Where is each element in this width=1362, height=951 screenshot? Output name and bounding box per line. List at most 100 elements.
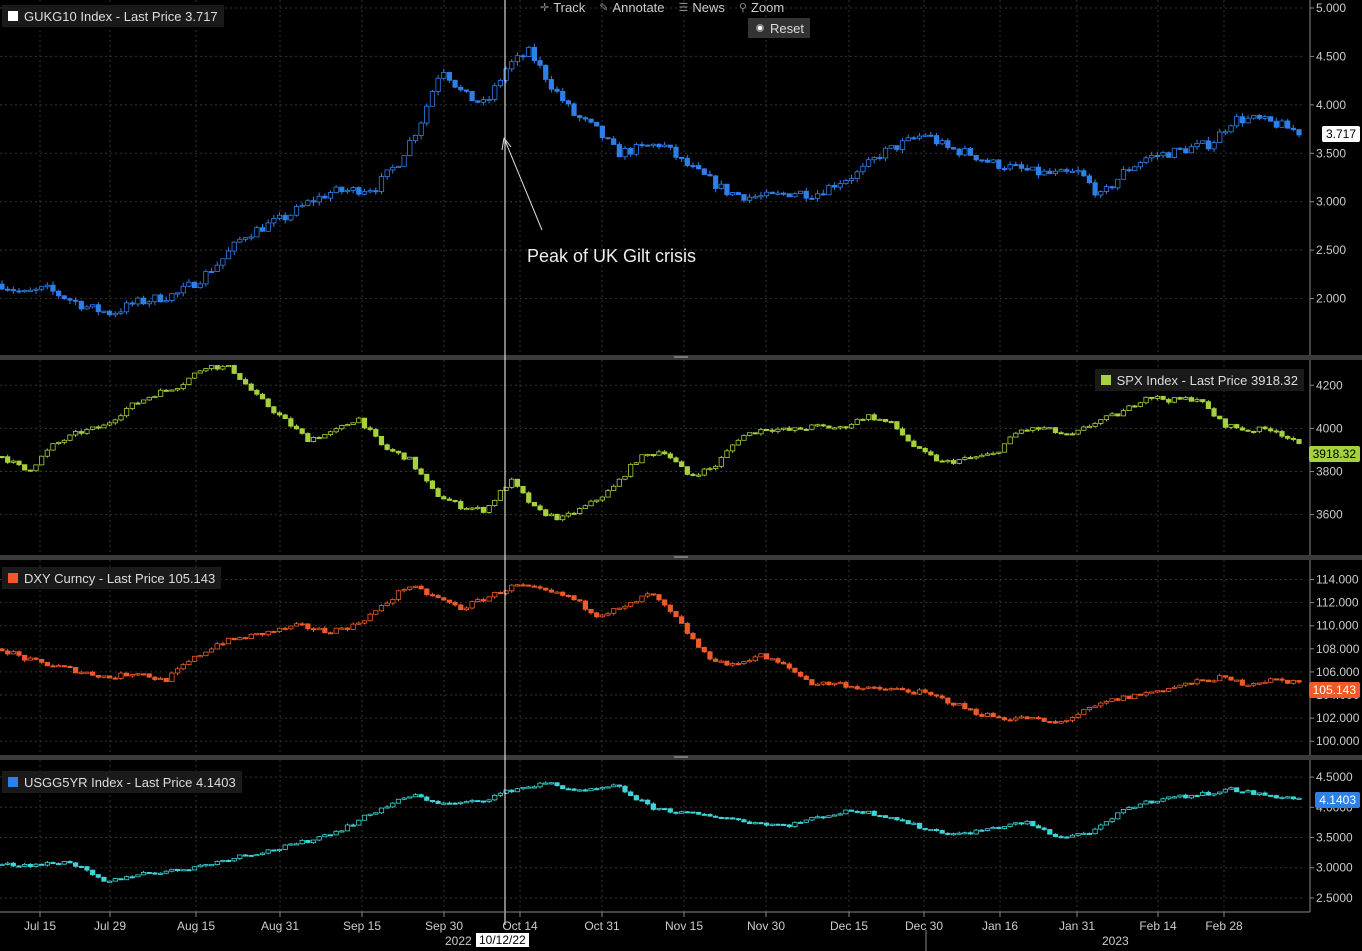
candle-body xyxy=(639,144,645,147)
candle-body xyxy=(56,442,62,445)
candle-body xyxy=(492,85,498,100)
candle-body xyxy=(792,667,798,673)
candle-body xyxy=(288,418,294,427)
ust-legend-swatch xyxy=(8,777,18,787)
candle-body xyxy=(390,449,396,452)
candle-body xyxy=(350,623,356,630)
candle-body xyxy=(503,486,509,491)
x-tick-label: Oct 14 xyxy=(502,919,538,933)
candle-body xyxy=(1052,427,1059,434)
news-button[interactable]: ☰ News xyxy=(679,0,725,15)
candle-body xyxy=(616,144,622,158)
candle-body xyxy=(390,166,396,171)
candle-body xyxy=(33,863,39,867)
candle-body xyxy=(1285,796,1291,799)
candle-body xyxy=(214,861,220,865)
y-tick-label: 3.0000 xyxy=(1316,861,1353,875)
candle-body xyxy=(112,419,118,424)
candle-body xyxy=(458,501,464,510)
candle-body xyxy=(146,673,152,678)
candle-body xyxy=(90,304,96,308)
candle-body xyxy=(1262,792,1268,796)
candle-body xyxy=(259,852,266,855)
candle-body xyxy=(1018,716,1025,719)
candle-body xyxy=(254,854,260,857)
candle-body xyxy=(361,417,368,429)
candle-body xyxy=(78,300,84,310)
candle-body xyxy=(1086,707,1093,711)
candle-body xyxy=(537,60,543,66)
candle-body xyxy=(73,862,79,867)
candle-body xyxy=(758,428,764,435)
candle-body xyxy=(316,627,322,631)
candle-body xyxy=(1013,822,1019,825)
candle-body xyxy=(407,456,413,460)
reset-button[interactable]: Reset xyxy=(748,18,810,38)
candle-body xyxy=(237,637,243,641)
candle-body xyxy=(101,876,107,882)
candle-body xyxy=(174,292,181,295)
candle-body xyxy=(582,600,588,610)
candle-body xyxy=(95,874,101,878)
candle-body xyxy=(939,460,945,463)
candle-body xyxy=(435,77,441,92)
candle-body xyxy=(441,597,447,601)
candle-body xyxy=(1205,401,1211,409)
candle-body xyxy=(1035,825,1042,829)
annotate-button[interactable]: ✎ Annotate xyxy=(599,0,664,15)
candle-body xyxy=(118,672,124,679)
candle-body xyxy=(650,803,656,810)
candle-body xyxy=(265,849,271,854)
candle-body xyxy=(582,789,588,792)
candle-body xyxy=(78,431,84,434)
candle-body xyxy=(718,457,724,467)
candle-body xyxy=(588,608,594,614)
candle-body xyxy=(605,612,611,616)
candle-body xyxy=(1013,164,1019,167)
candle-body xyxy=(214,264,220,272)
candle-body xyxy=(310,839,317,844)
candle-body xyxy=(112,677,118,680)
candle-body xyxy=(480,599,487,602)
candle-body xyxy=(645,144,651,147)
candle-body xyxy=(129,876,135,879)
candle-body xyxy=(1058,720,1064,724)
candle-body xyxy=(242,379,249,385)
candle-body xyxy=(877,419,883,422)
candle-body xyxy=(316,836,322,841)
candle-body xyxy=(1200,791,1206,796)
candle-body xyxy=(5,456,11,463)
candle-body xyxy=(622,148,628,158)
candle-body xyxy=(112,312,118,316)
track-button[interactable]: ✛ Track xyxy=(540,0,585,15)
candle-body xyxy=(10,862,16,867)
candle-body xyxy=(548,79,554,90)
candle-body xyxy=(1262,426,1268,430)
candle-body xyxy=(174,388,181,391)
candle-body xyxy=(1047,829,1053,835)
candle-body xyxy=(1245,117,1251,124)
candle-body xyxy=(741,434,747,441)
candle-body xyxy=(163,677,169,683)
candle-body xyxy=(956,148,962,156)
candle-body xyxy=(271,218,277,224)
candle-body xyxy=(707,174,713,177)
candle-body xyxy=(690,811,696,814)
candle-body xyxy=(769,191,775,195)
candle-body xyxy=(1092,182,1098,196)
candle-body xyxy=(152,294,158,303)
candle-body xyxy=(865,159,872,167)
candle-body xyxy=(611,784,617,788)
candle-body xyxy=(441,496,447,500)
candle-body xyxy=(90,671,96,676)
candle-body xyxy=(146,301,152,305)
candle-body xyxy=(826,681,832,686)
candle-body xyxy=(412,456,419,470)
candle-body xyxy=(124,672,130,677)
candle-body xyxy=(503,590,509,595)
candle-body xyxy=(928,451,934,456)
zoom-button[interactable]: ⚲ Zoom xyxy=(739,0,784,15)
candle-body xyxy=(339,425,345,430)
candle-body xyxy=(186,377,192,385)
candle-body xyxy=(514,55,521,63)
